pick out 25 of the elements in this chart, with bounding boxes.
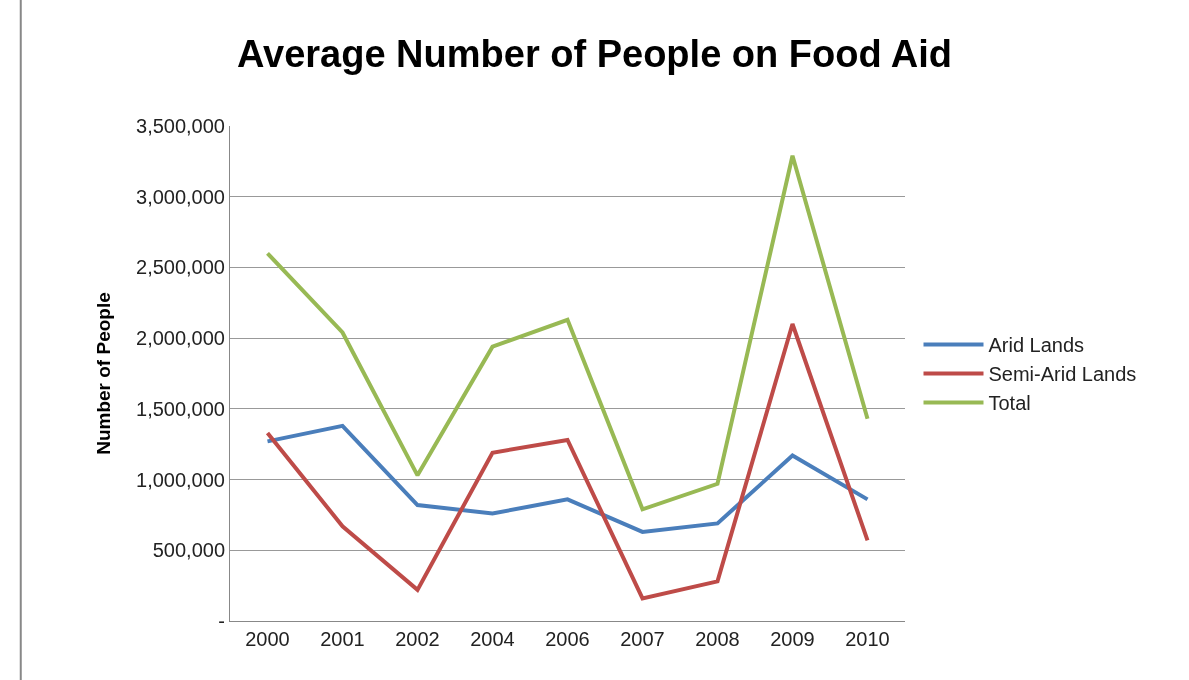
y-tick-label: 2,500,000 bbox=[136, 256, 225, 279]
x-tick-label: 2002 bbox=[395, 628, 440, 650]
y-tick-label: 500,000 bbox=[152, 539, 225, 562]
line-series bbox=[265, 153, 870, 512]
legend-label: Arid Lands bbox=[988, 334, 1085, 357]
x-tick-label: 2000 bbox=[245, 628, 290, 650]
x-tick-label: 2001 bbox=[320, 628, 365, 650]
line-series bbox=[265, 322, 870, 601]
y-tick-label: 3,500,000 bbox=[136, 115, 225, 137]
y-tick-label: 1,500,000 bbox=[136, 397, 225, 420]
x-tick-label: 2010 bbox=[845, 628, 890, 650]
line-series bbox=[265, 423, 870, 534]
x-tick-label: 2009 bbox=[770, 628, 815, 650]
y-tick-label: 1,000,000 bbox=[136, 468, 225, 491]
x-tick-label: 2006 bbox=[545, 628, 590, 650]
x-tick-label: 2004 bbox=[470, 628, 515, 650]
y-tick-label: 2,000,000 bbox=[136, 327, 225, 350]
x-tick-label: 2007 bbox=[620, 628, 665, 650]
y-tick-label: - bbox=[218, 610, 225, 632]
legend-label: Total bbox=[988, 392, 1031, 415]
x-tick-label: 2008 bbox=[695, 628, 740, 650]
y-axis-title: Number of People bbox=[92, 292, 114, 455]
chart-title: Average Number of People on Food Aid bbox=[236, 33, 953, 76]
legend-label: Semi-Arid Lands bbox=[988, 363, 1137, 386]
y-tick-label: 3,000,000 bbox=[136, 185, 225, 208]
